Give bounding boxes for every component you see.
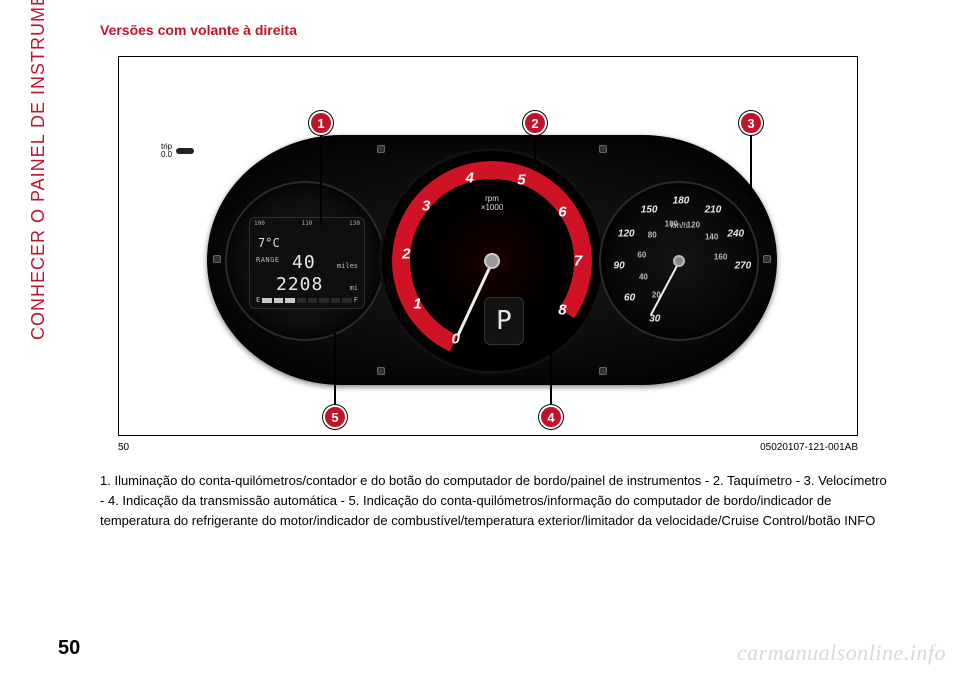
speed-hub xyxy=(673,255,685,267)
vertical-section-title: CONHECER O PAINEL DE INSTRUMENTOS xyxy=(28,0,49,340)
figure-inner: trip 0.0 100110130 7°C RANGE 40 miles 22… xyxy=(127,65,849,427)
fuel-segment xyxy=(262,298,271,303)
speedometer-gauge: km/h 30609012015018021024027020406080100… xyxy=(599,181,759,341)
fuel-full-label: F xyxy=(354,296,358,304)
callout-badge: 3 xyxy=(739,111,763,135)
speed-number-inner: 140 xyxy=(705,233,718,242)
figure-meta: 50 05020107-121-001AB xyxy=(118,442,858,453)
callout-pointer xyxy=(750,135,752,195)
section-title: Versões com volante à direita xyxy=(100,22,900,38)
callout-pointer xyxy=(320,135,322,225)
screw-icon xyxy=(377,145,385,153)
fuel-empty-label: E xyxy=(256,296,260,304)
callout-badge: 5 xyxy=(323,405,347,429)
tach-number: 4 xyxy=(466,169,474,186)
tach-number: 6 xyxy=(558,203,566,220)
tach-number: 3 xyxy=(422,197,430,214)
tach-hub xyxy=(484,253,500,269)
temp-tick: 130 xyxy=(349,220,360,230)
temp-tick: 110 xyxy=(302,220,313,230)
rpm-bottom: ×1000 xyxy=(481,203,503,212)
tach-number: 1 xyxy=(413,296,421,313)
fuel-segment xyxy=(342,298,351,303)
outside-temp: 7°C xyxy=(258,236,280,250)
trip-label: trip 0.0 xyxy=(161,143,172,159)
speed-number-outer: 60 xyxy=(624,292,635,303)
rpm-label: rpm ×1000 xyxy=(481,195,503,213)
callout-badge: 1 xyxy=(309,111,333,135)
instrument-cluster: 100110130 7°C RANGE 40 miles 2208 mi E F xyxy=(207,135,777,385)
figure-caption: 1. Iluminação do conta-quilómetros/conta… xyxy=(100,471,890,531)
screw-icon xyxy=(763,255,771,263)
fuel-segment xyxy=(331,298,340,303)
fuel-bar: E F xyxy=(256,296,358,304)
fuel-segment xyxy=(274,298,283,303)
trip-reset-button: trip 0.0 xyxy=(161,143,194,159)
speed-number-inner: 60 xyxy=(637,250,646,259)
speed-number-outer: 270 xyxy=(735,261,752,272)
callout-badge: 4 xyxy=(539,405,563,429)
screw-icon xyxy=(599,145,607,153)
rpm-top: rpm xyxy=(485,194,499,203)
speed-number-inner: 40 xyxy=(639,272,648,281)
tach-number: 7 xyxy=(574,253,582,270)
watermark: carmanualsonline.info xyxy=(737,640,946,666)
tach-number: 5 xyxy=(517,172,525,189)
fuel-segment xyxy=(319,298,328,303)
callout-pointer xyxy=(550,347,552,407)
speed-needle xyxy=(650,262,680,316)
callout-badge: 2 xyxy=(523,111,547,135)
screw-icon xyxy=(213,255,221,263)
speed-number-outer: 210 xyxy=(705,204,722,215)
fuel-segment xyxy=(297,298,306,303)
fuel-segment xyxy=(308,298,317,303)
tach-number: 8 xyxy=(558,302,566,319)
temp-tick: 100 xyxy=(254,220,265,230)
range-label: RANGE xyxy=(256,256,280,264)
page-number: 50 xyxy=(58,637,80,660)
range-value: 40 xyxy=(292,252,316,273)
figure-box: trip 0.0 100110130 7°C RANGE 40 miles 22… xyxy=(118,56,858,436)
speed-number-outer: 240 xyxy=(727,228,744,239)
range-unit: miles xyxy=(337,262,358,270)
speed-number-inner: 80 xyxy=(648,231,657,240)
speed-number-outer: 180 xyxy=(673,196,690,207)
figure-ref-code: 05020107-121-001AB xyxy=(760,442,858,453)
callout-pointer xyxy=(334,333,336,407)
screw-icon xyxy=(377,367,385,375)
temp-unit: °C xyxy=(265,236,279,250)
figure-index: 50 xyxy=(118,442,129,453)
odometer-unit: mi xyxy=(350,284,358,292)
gear-indicator: P xyxy=(484,297,524,345)
info-gauge: 100 110 130 7°C RANGE 40 miles 2208 mi E F xyxy=(225,181,385,341)
speed-number-outer: 120 xyxy=(618,228,635,239)
info-lcd: 100 110 130 7°C RANGE 40 miles 2208 mi E F xyxy=(249,217,365,309)
speed-number-outer: 150 xyxy=(641,204,658,215)
temp-scale: 100 110 130 xyxy=(254,220,360,230)
tach-number: 2 xyxy=(402,245,410,262)
content-area: Versões com volante à direita trip 0.0 1… xyxy=(100,22,900,531)
speed-number-inner: 160 xyxy=(714,253,727,262)
trip-stalk-icon xyxy=(176,148,194,154)
odometer-value: 2208 xyxy=(276,274,323,295)
speed-number-inner: 100 xyxy=(665,220,678,229)
callout-pointer xyxy=(534,135,536,171)
tachometer-gauge: rpm ×1000 P 012345678 xyxy=(382,151,602,371)
screw-icon xyxy=(599,367,607,375)
speed-number-inner: 120 xyxy=(687,220,700,229)
fuel-segment xyxy=(285,298,294,303)
speed-number-outer: 90 xyxy=(614,261,625,272)
